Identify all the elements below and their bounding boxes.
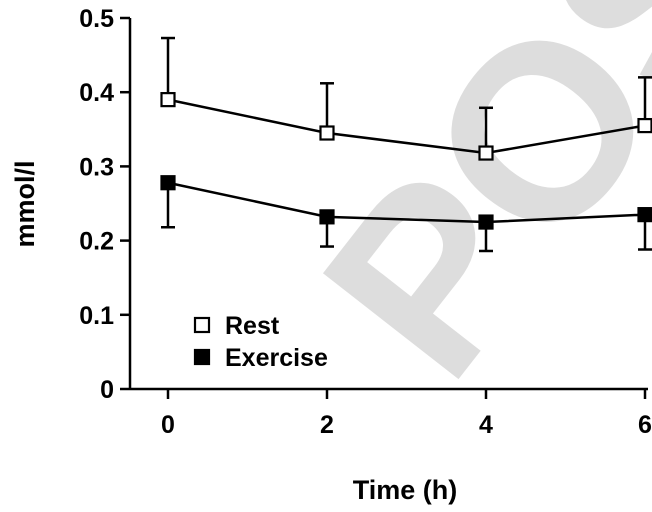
y-tick-label: 0.2 <box>79 228 114 256</box>
y-tick-label: 0.3 <box>79 153 114 181</box>
series-exercise <box>160 175 652 253</box>
y-tick-label: 0 <box>100 376 114 404</box>
data-point <box>478 214 494 230</box>
x-tick-label: 6 <box>638 411 652 439</box>
legend: Rest Exercise <box>193 312 328 372</box>
legend-marker-exercise <box>193 348 211 366</box>
axes: 0 0.1 0.2 0.3 0.4 0.5 0 2 4 6 Time (h) mmol/l <box>10 5 652 505</box>
y-tick-label: 0.4 <box>79 79 114 107</box>
series-layer <box>160 36 652 253</box>
data-point <box>637 207 652 223</box>
y-axis-title: mmol/l <box>10 160 40 247</box>
legend-marker-rest <box>193 316 211 334</box>
data-point <box>637 117 652 134</box>
series-line <box>167 98 646 155</box>
legend-label-exercise: Exercise <box>225 344 328 372</box>
x-axis-title: Time (h) <box>353 475 458 505</box>
x-tick-label: 2 <box>320 411 334 439</box>
series-rest <box>160 36 652 161</box>
x-tick-label: 4 <box>479 411 493 439</box>
legend-label-rest: Rest <box>225 312 280 340</box>
data-point <box>160 175 176 191</box>
y-tick-label: 0.1 <box>79 302 114 330</box>
y-tick-label: 0.5 <box>79 5 114 33</box>
data-point <box>160 92 176 108</box>
data-point <box>319 125 335 141</box>
data-point <box>478 145 494 161</box>
series-line <box>167 181 646 224</box>
x-tick-label: 0 <box>161 411 175 439</box>
data-point <box>319 209 335 225</box>
